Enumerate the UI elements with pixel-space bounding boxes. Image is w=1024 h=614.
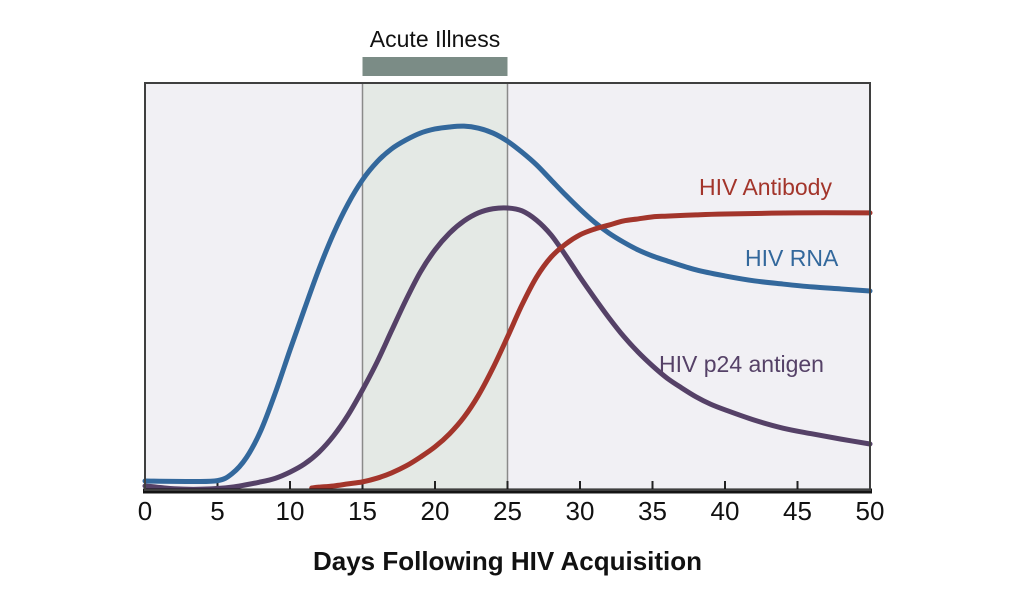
x-tick-label: 30 (565, 496, 595, 526)
curve-hiv-rna (142, 123, 873, 485)
acute-illness-label: Acute Illness (369, 26, 501, 52)
plot-border (144, 82, 871, 491)
x-tick-label: 20 (420, 496, 450, 526)
x-tick-label: 0 (137, 496, 153, 526)
x-axis-title: Days Following HIV Acquisition (312, 546, 703, 576)
x-tick-label: 25 (493, 496, 522, 526)
x-tick-label: 35 (638, 496, 667, 526)
x-tick-label: 15 (348, 496, 377, 526)
x-tick-label: 50 (855, 496, 885, 526)
acute-band (362, 83, 508, 490)
x-tick-label: 40 (710, 496, 740, 526)
x-tick-label: 5 (210, 496, 225, 526)
curve-hiv-p24-antigen (142, 205, 873, 492)
legend-hiv-antibody: HIV Antibody (699, 174, 832, 200)
legend-hiv-rna: HIV RNA (745, 245, 839, 271)
x-tick-label: 45 (783, 496, 812, 526)
x-tick-label: 10 (275, 496, 305, 526)
acute-illness-bar (362, 57, 508, 76)
legend-hiv-p24-antigen: HIV p24 antigen (659, 351, 824, 377)
curve-hiv-antibody (309, 210, 873, 491)
